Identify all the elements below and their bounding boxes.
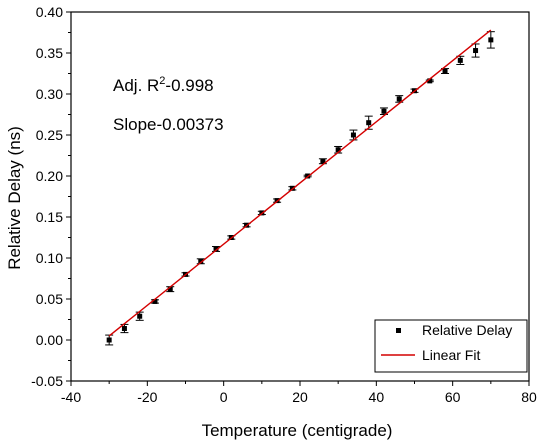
y-tick-label: 0.05 — [36, 291, 63, 307]
y-axis-label: Relative Delay (ns) — [5, 126, 24, 270]
data-point — [473, 48, 479, 54]
data-point — [335, 147, 341, 153]
axes: -40 -20 0 20 40 60 80 -0.05 0.00 0.05 0.10 0.15 0.20… — [31, 4, 537, 405]
data-point — [366, 120, 372, 126]
series-linear-fit — [108, 29, 492, 337]
data-point — [457, 57, 463, 63]
y-tick-label: -0.05 — [31, 373, 63, 389]
y-tick-label: 0.30 — [36, 86, 63, 102]
y-tick-label: 0.40 — [36, 4, 63, 20]
legend: Relative Delay Linear Fit — [374, 319, 528, 373]
data-point — [350, 132, 356, 138]
data-point — [442, 68, 448, 74]
legend-marker-relative-delay — [396, 328, 401, 333]
data-point — [106, 337, 112, 343]
y-tick-label: 0.25 — [36, 127, 63, 143]
legend-label-relative-delay: Relative Delay — [422, 322, 512, 338]
data-point — [167, 286, 173, 292]
fit-line — [108, 29, 492, 337]
data-point — [427, 78, 433, 84]
x-tick-label: 0 — [220, 389, 228, 405]
data-point — [137, 313, 143, 319]
legend-label-linear-fit: Linear Fit — [422, 347, 480, 363]
data-point — [396, 96, 402, 102]
x-tick-label: 80 — [521, 389, 537, 405]
x-axis-label: Temperature (centigrade) — [202, 421, 393, 440]
y-tick-label: 0.35 — [36, 45, 63, 61]
data-point — [152, 298, 158, 304]
data-point — [198, 258, 204, 264]
data-point — [381, 108, 387, 114]
data-point — [488, 37, 494, 43]
y-tick-label: 0.10 — [36, 250, 63, 266]
x-tick-label: -40 — [61, 389, 81, 405]
y-tick-label: 0.20 — [36, 168, 63, 184]
y-tick-label: 0.15 — [36, 209, 63, 225]
annotation-slope: Slope-0.00373 — [113, 115, 224, 134]
y-tick-label: 0.00 — [36, 332, 63, 348]
data-point — [320, 158, 326, 164]
x-tick-label: 40 — [369, 389, 385, 405]
annotation-adj-r2: Adj. R2-0.998 — [113, 75, 214, 95]
x-tick-label: -20 — [137, 389, 157, 405]
data-point — [213, 246, 219, 252]
data-point — [121, 326, 127, 332]
x-tick-label: 60 — [445, 389, 461, 405]
x-tick-label: 20 — [292, 389, 308, 405]
